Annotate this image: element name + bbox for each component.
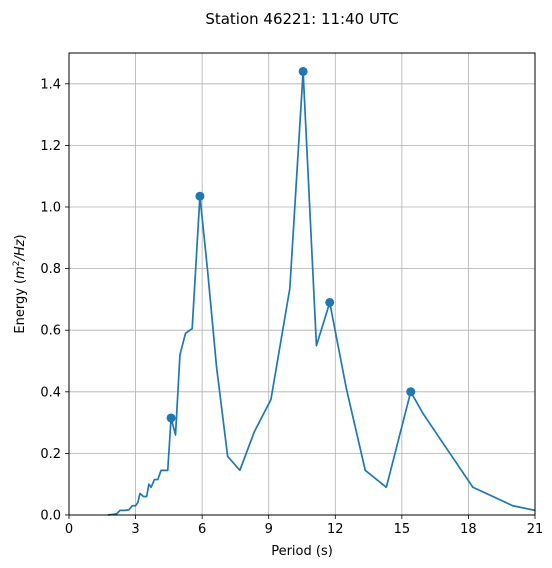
grid bbox=[68, 53, 536, 516]
y-axis-label-m: m bbox=[13, 266, 28, 279]
y-axis-ticks: 0.0 0.2 0.4 0.6 0.8 1.0 1.2 1.4 bbox=[40, 77, 69, 524]
y-axis-label: Energy (m2/Hz) bbox=[12, 234, 28, 333]
peak-marker bbox=[325, 297, 335, 307]
peak-marker bbox=[406, 387, 416, 397]
x-axis-ticks: 0 3 6 9 12 15 18 21 bbox=[65, 515, 543, 537]
peak-marker bbox=[166, 413, 176, 423]
x-tick-label: 15 bbox=[394, 522, 411, 537]
y-axis-label-suffix: ) bbox=[13, 234, 28, 239]
y-tick-label: 1.0 bbox=[40, 201, 61, 216]
chart-title: Station 46221: 11:40 UTC bbox=[205, 10, 398, 28]
y-tick-label: 1.2 bbox=[40, 139, 61, 154]
x-tick-label: 0 bbox=[65, 522, 73, 537]
y-axis-label-exponent: 2 bbox=[12, 260, 22, 266]
y-tick-label: 0.8 bbox=[40, 262, 61, 277]
y-tick-label: 0.4 bbox=[40, 385, 61, 400]
y-tick-label: 0.6 bbox=[40, 324, 61, 339]
plot-area-frame bbox=[68, 52, 536, 516]
y-tick-label: 1.4 bbox=[40, 77, 61, 92]
x-tick-label: 12 bbox=[327, 522, 344, 537]
peak-markers bbox=[166, 66, 416, 423]
energy-series-line bbox=[107, 70, 536, 516]
y-axis-label-hz: /Hz bbox=[13, 238, 28, 261]
y-axis-label-prefix: Energy ( bbox=[13, 279, 28, 334]
x-tick-label: 3 bbox=[131, 522, 139, 537]
x-tick-label: 18 bbox=[460, 522, 477, 537]
x-tick-label: 21 bbox=[527, 522, 544, 537]
peak-marker bbox=[298, 66, 308, 76]
x-tick-label: 6 bbox=[198, 522, 206, 537]
x-tick-label: 9 bbox=[265, 522, 273, 537]
y-tick-label: 0.2 bbox=[40, 447, 61, 462]
x-axis-label: Period (s) bbox=[271, 544, 333, 559]
y-tick-label: 0.0 bbox=[40, 509, 61, 524]
peak-marker bbox=[195, 191, 205, 201]
